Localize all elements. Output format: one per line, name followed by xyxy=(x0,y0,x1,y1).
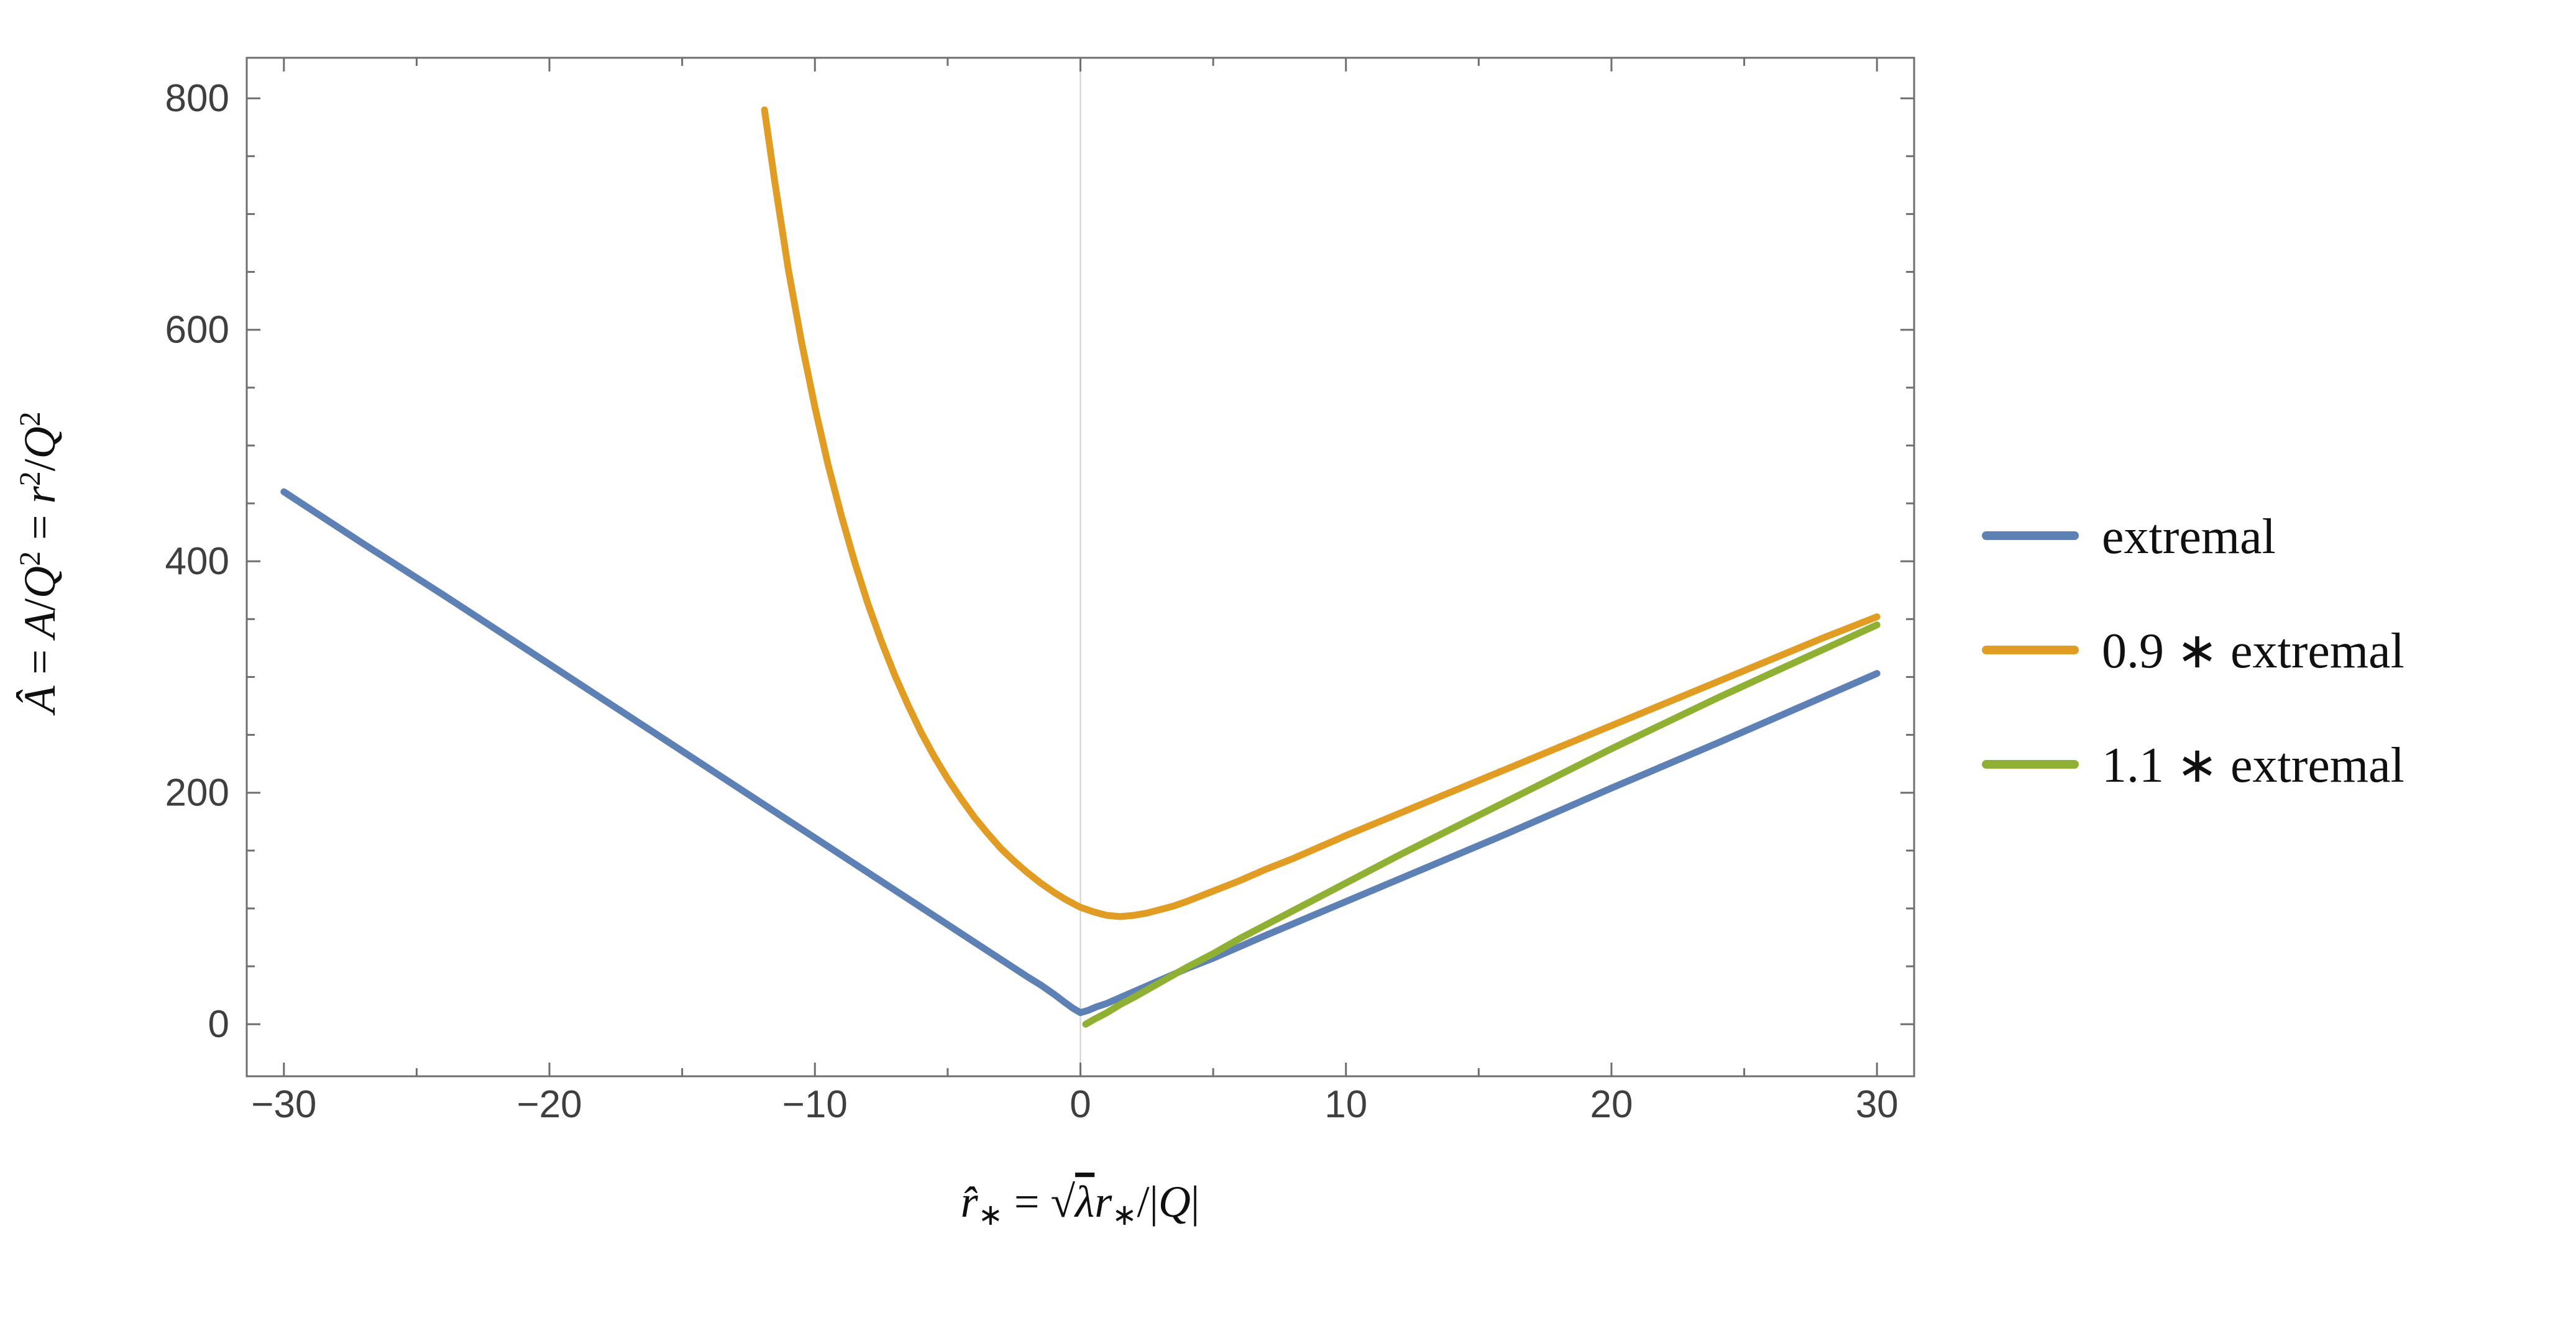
x-tick-label: 20 xyxy=(1590,1083,1633,1126)
x-axis-label: r̂∗ = √λr∗/|Q| xyxy=(961,1177,1200,1232)
legend-label-extremal: extremal xyxy=(2102,510,2276,564)
legend-item-extremal: extremal xyxy=(1982,510,2276,564)
curve-series-1 xyxy=(761,106,1881,920)
x-tick-label: 10 xyxy=(1324,1083,1367,1126)
legend-item-11-extremal: 1.1 ∗ extremal xyxy=(1982,738,2404,793)
x-tick-label: −30 xyxy=(251,1083,316,1126)
curve-series-0 xyxy=(280,488,1881,1017)
x-tick-label: 0 xyxy=(1070,1083,1091,1126)
x-tick-label: −20 xyxy=(516,1083,582,1126)
y-tick-label: 400 xyxy=(165,540,229,583)
x-tick-label: −10 xyxy=(782,1083,848,1126)
curve-series-2 xyxy=(1082,621,1881,1028)
y-tick-labels: 0 200 400 600 800 xyxy=(165,77,229,1046)
y-tick-label: 600 xyxy=(165,309,229,352)
x-tick-labels: −30 −20 −10 0 10 20 30 xyxy=(251,1083,1898,1126)
y-tick-label: 0 xyxy=(208,1003,229,1046)
y-tick-label: 200 xyxy=(165,772,229,815)
x-tick-label: 30 xyxy=(1856,1083,1899,1126)
y-axis-label: Â = A/Q2 = r2/Q2 xyxy=(14,411,65,715)
legend-label-09-extremal: 0.9 ∗ extremal xyxy=(2102,624,2404,679)
legend-label-11-extremal: 1.1 ∗ extremal xyxy=(2102,738,2404,793)
legend: extremal 0.9 ∗ extremal 1.1 ∗ extremal xyxy=(1982,510,2404,793)
plot-curves xyxy=(280,106,1881,1028)
y-tick-label: 800 xyxy=(165,77,229,120)
legend-item-09-extremal: 0.9 ∗ extremal xyxy=(1982,624,2404,679)
axis-ticks xyxy=(247,58,1914,1076)
